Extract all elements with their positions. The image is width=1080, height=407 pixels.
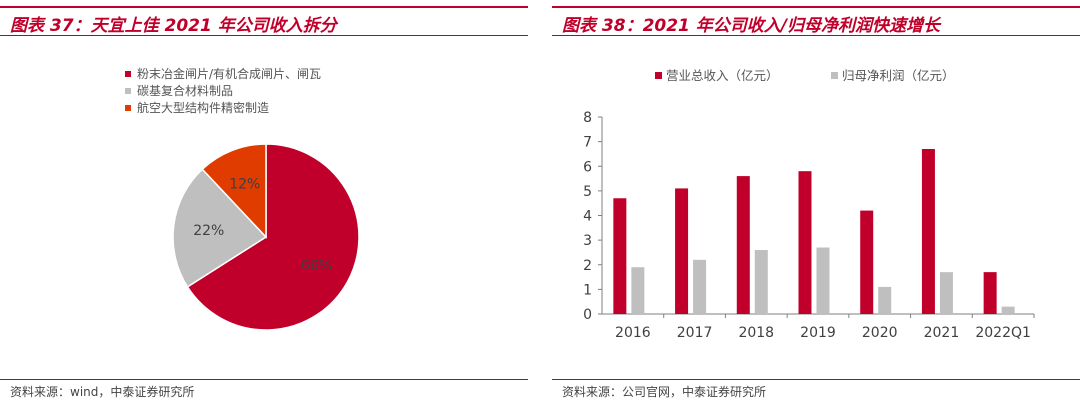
- revenue-bar: [675, 188, 689, 314]
- y-tick-label: 1: [583, 282, 592, 298]
- right-chart-title: 图表 38：2021 年公司收入/归母净利润快速增长: [562, 16, 941, 36]
- right-source-text: 资料来源：公司官网，中泰证券研究所: [562, 385, 767, 399]
- y-tick-label: 7: [583, 135, 592, 151]
- pie-legend-label: 粉末冶金闸片/有机合成闸片、闸瓦: [137, 66, 321, 81]
- net-profit-bar: [878, 286, 892, 314]
- pie-slice: [172, 168, 268, 288]
- left-title-bar: 图表 37：天宜上佳 2021 年公司收入拆分: [0, 6, 528, 36]
- pie-slice-label: 12%: [229, 176, 260, 192]
- net-profit-bar: [631, 267, 645, 314]
- pie-legend-swatch: [125, 88, 131, 94]
- bar-legend-item: 营业总收入（亿元）: [655, 68, 779, 83]
- y-tick-label: 6: [583, 159, 592, 175]
- pie-legend-label: 航空大型结构件精密制造: [137, 100, 269, 115]
- pie-slice-label: 22%: [193, 223, 224, 239]
- net-profit-bar: [754, 249, 768, 314]
- bar-legend-label: 营业总收入（亿元）: [666, 68, 779, 83]
- revenue-bar: [736, 176, 750, 314]
- pie-legend-swatch: [125, 71, 131, 77]
- bar-legend-label: 归母净利润（亿元）: [842, 68, 955, 83]
- y-tick-label: 0: [583, 307, 592, 323]
- y-tick-label: 3: [583, 233, 592, 249]
- bar-chart: 营业总收入（亿元） 归母净利润（亿元） 0 1 2 3 4 5 6 7 8 2016 2017 2018 2…: [583, 68, 1035, 341]
- x-tick-label: 2020: [862, 325, 898, 341]
- right-title-bar: 图表 38：2021 年公司收入/归母净利润快速增长: [552, 6, 1080, 36]
- bar-legend-swatch: [655, 72, 662, 79]
- y-tick-label: 8: [583, 110, 592, 126]
- net-profit-bar: [1001, 306, 1015, 314]
- x-tick-label: 2021: [924, 325, 960, 341]
- revenue-bar: [983, 272, 997, 314]
- x-tick-label: 2019: [800, 325, 836, 341]
- y-tick-label: 2: [583, 258, 592, 274]
- left-chart-title: 图表 37：天宜上佳 2021 年公司收入拆分: [10, 16, 337, 36]
- bar-legend-swatch: [831, 72, 838, 79]
- pie-legend-item: 航空大型结构件精密制造: [125, 100, 269, 115]
- revenue-bar: [798, 171, 812, 314]
- net-profit-bar: [939, 272, 953, 314]
- net-profit-bar: [816, 247, 830, 314]
- x-tick-label: 2022Q1: [975, 325, 1031, 341]
- net-profit-bar: [693, 259, 707, 314]
- pie-legend-item: 粉末冶金闸片/有机合成闸片、闸瓦: [125, 66, 321, 81]
- revenue-bar: [613, 198, 627, 314]
- x-tick-label: 2018: [738, 325, 774, 341]
- left-source-text: 资料来源：wind，中泰证券研究所: [10, 385, 195, 399]
- pie-legend-item: 碳基复合材料制品: [125, 83, 233, 98]
- pie-legend-label: 碳基复合材料制品: [137, 83, 233, 98]
- bar-legend-item: 归母净利润（亿元）: [831, 68, 955, 83]
- x-tick-label: 2017: [677, 325, 713, 341]
- pie-slice: [201, 143, 267, 239]
- pie-slice-label: 66%: [301, 258, 332, 274]
- right-source-bar: 资料来源：公司官网，中泰证券研究所: [552, 379, 1080, 399]
- left-panel: 图表 37：天宜上佳 2021 年公司收入拆分 粉末冶金闸片/有机合成闸片、闸瓦…: [0, 0, 528, 407]
- right-panel: 图表 38：2021 年公司收入/归母净利润快速增长 营业总收入（亿元） 归母净利…: [552, 0, 1080, 407]
- pie-slice: [186, 143, 360, 331]
- revenue-bar: [921, 149, 935, 314]
- revenue-bar: [860, 210, 874, 314]
- left-source-bar: 资料来源：wind，中泰证券研究所: [0, 379, 528, 399]
- x-tick-label: 2016: [615, 325, 651, 341]
- y-tick-label: 4: [583, 209, 592, 225]
- pie-legend-swatch: [125, 105, 131, 111]
- y-tick-label: 5: [583, 184, 592, 200]
